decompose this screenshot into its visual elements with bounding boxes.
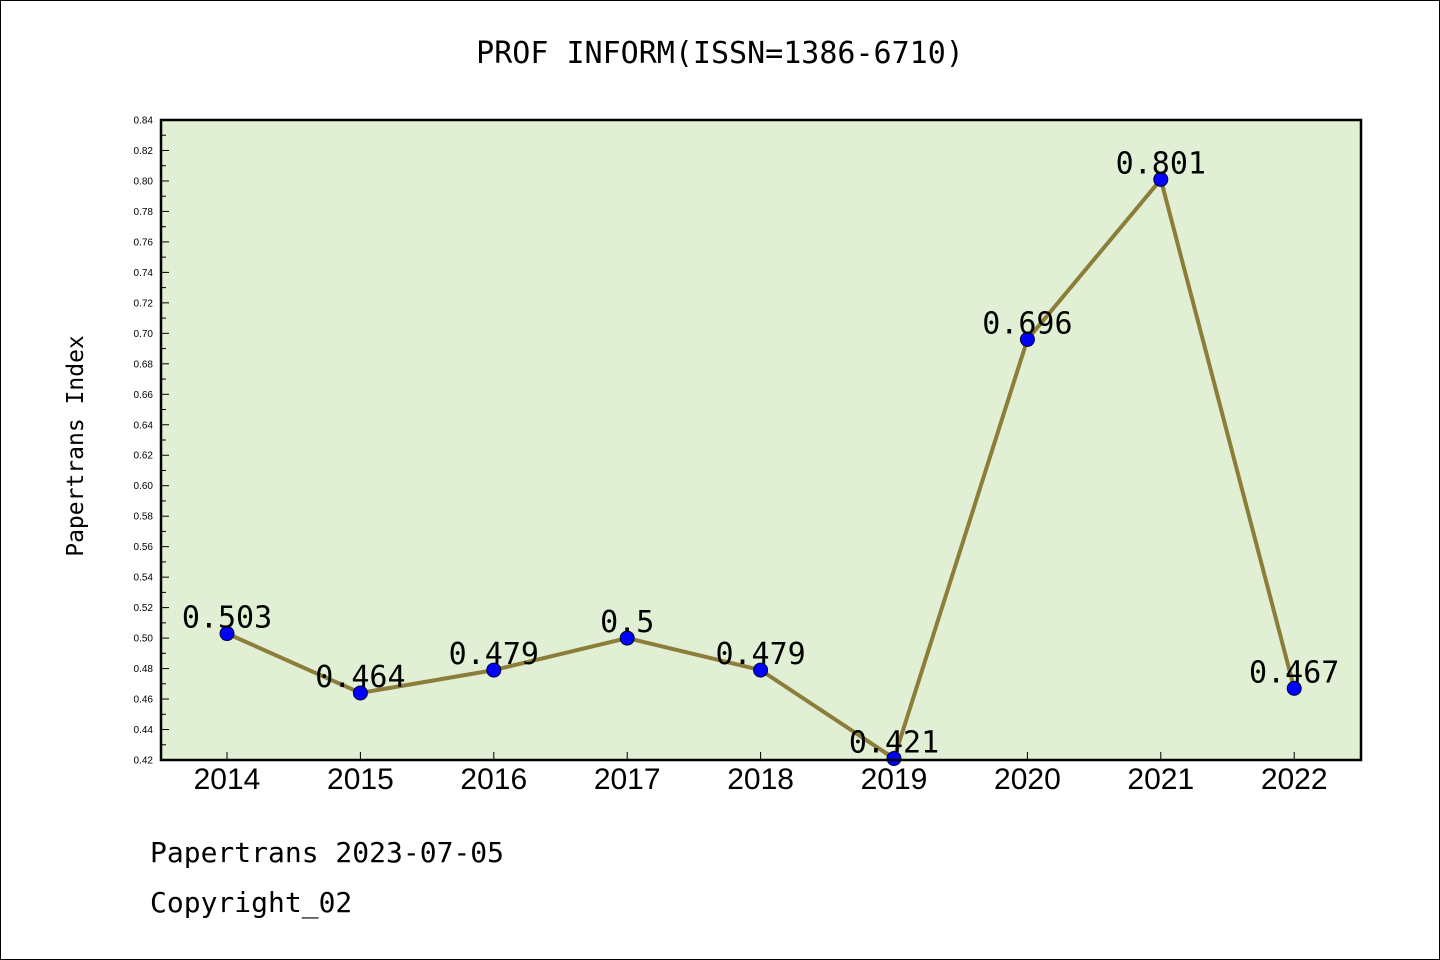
x-tick-label: 2015 [327, 763, 394, 796]
y-tick-label: 0.50 [134, 634, 154, 645]
footer-copyright: Copyright_02 [150, 886, 353, 919]
data-point [886, 750, 902, 766]
y-tick-label: 0.54 [134, 573, 154, 584]
y-tick-label: 0.42 [134, 756, 154, 767]
y-tick-label: 0.74 [134, 268, 154, 279]
x-tick-label: 2021 [1127, 763, 1194, 796]
x-tick-label: 2017 [594, 763, 661, 796]
y-tick-label: 0.60 [134, 481, 154, 492]
y-tick-label: 0.66 [134, 390, 154, 401]
data-label: 0.5 [600, 605, 654, 640]
plot-area [161, 120, 1361, 760]
data-point [486, 662, 502, 678]
y-tick-label: 0.70 [134, 329, 154, 340]
data-label: 0.421 [849, 725, 939, 760]
data-point [219, 626, 235, 642]
data-label: 0.801 [1116, 146, 1206, 181]
y-tick-label: 0.44 [134, 725, 154, 736]
y-tick-label: 0.58 [134, 512, 154, 523]
plot-border [159, 118, 1363, 762]
x-tick-label: 2020 [994, 763, 1061, 796]
x-tick-label: 2019 [861, 763, 928, 796]
chart-title: PROF INFORM(ISSN=1386-6710) [476, 36, 964, 71]
x-tick-label: 2018 [727, 763, 794, 796]
y-tick-label: 0.48 [134, 664, 154, 675]
data-label: 0.467 [1249, 655, 1339, 690]
y-tick-label: 0.78 [134, 207, 154, 218]
footer-date: Papertrans 2023-07-05 [150, 836, 505, 869]
data-label: 0.696 [982, 306, 1072, 341]
y-tick-label: 0.56 [134, 542, 154, 553]
y-tick-label: 0.72 [134, 298, 154, 309]
x-tick-label: 2014 [194, 763, 261, 796]
data-label: 0.479 [715, 637, 805, 672]
y-tick-label: 0.82 [134, 146, 154, 157]
data-point [1019, 331, 1035, 347]
y-tick-label: 0.64 [134, 420, 154, 431]
y-tick-label: 0.76 [134, 237, 154, 248]
data-point [753, 662, 769, 678]
y-tick-label: 0.84 [134, 116, 154, 127]
data-point [619, 630, 635, 646]
y-tick-label: 0.52 [134, 603, 154, 614]
y-tick-label: 0.80 [134, 176, 154, 187]
y-tick-label: 0.46 [134, 695, 154, 706]
data-point [1153, 171, 1169, 187]
data-point [1286, 680, 1302, 696]
y-tick-label: 0.62 [134, 451, 154, 462]
data-point [352, 685, 368, 701]
data-label: 0.479 [449, 637, 539, 672]
x-tick-label: 2022 [1261, 763, 1328, 796]
x-tick-label: 2016 [460, 763, 527, 796]
data-label: 0.464 [315, 660, 405, 695]
y-tick-label: 0.68 [134, 359, 154, 370]
data-label: 0.503 [182, 601, 272, 636]
